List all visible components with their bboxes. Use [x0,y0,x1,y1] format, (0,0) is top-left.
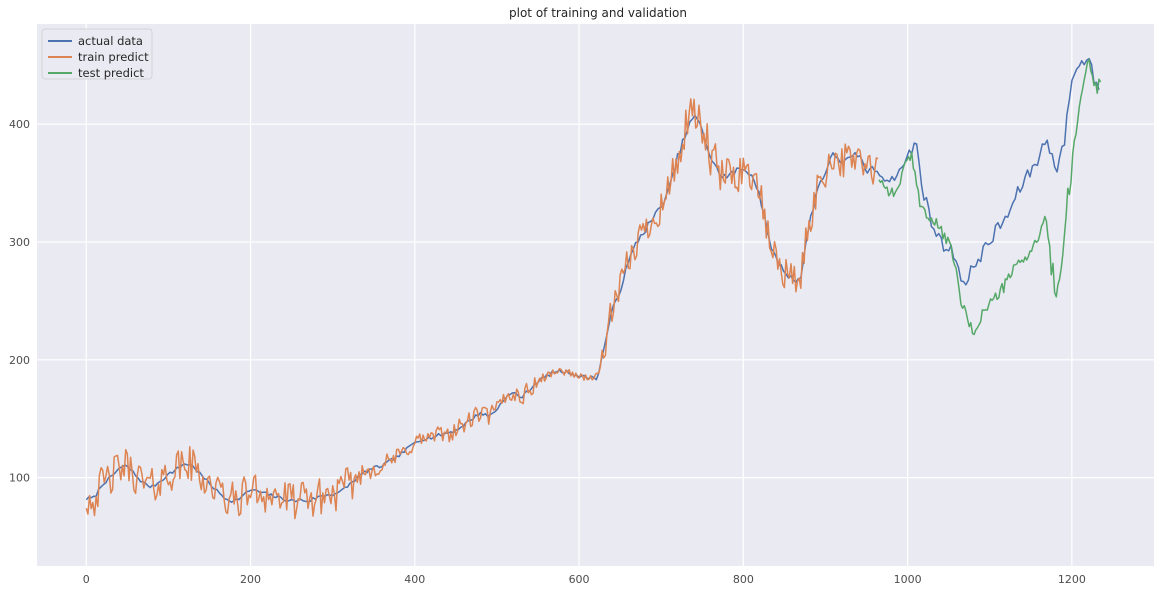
x-tick-label: 1000 [894,573,922,586]
x-tick-label: 600 [569,573,590,586]
tick-labels: 0 200 400 600 800 1000 1200 100 200 300 400 [9,118,1086,586]
series-layer [85,57,1102,520]
x-tick-label: 800 [733,573,754,586]
chart-title: plot of training and validation [509,6,687,20]
legend: actual data train predict test predict [41,28,153,80]
x-tick-label: 1200 [1058,573,1086,586]
legend-label: test predict [78,66,144,80]
y-tick-label: 400 [9,118,30,131]
x-tick-label: 0 [83,573,90,586]
y-tick-label: 300 [9,236,30,249]
legend-label: train predict [78,50,149,64]
series-line-actual-data [85,57,1100,503]
series-line-test-predict [878,59,1102,336]
series-line-train-predict [85,98,879,520]
legend-label: actual data [78,34,143,48]
plot-area [37,24,1154,566]
y-tick-label: 200 [9,354,30,367]
grid-lines [37,24,1154,566]
x-tick-label: 200 [240,573,261,586]
y-tick-label: 100 [9,472,30,485]
x-tick-label: 400 [404,573,425,586]
